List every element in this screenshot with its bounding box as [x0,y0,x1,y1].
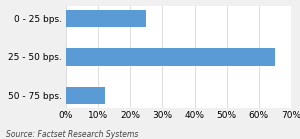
Bar [66,87,105,104]
Bar [66,10,146,27]
Text: Source: Factset Research Systems: Source: Factset Research Systems [6,130,138,139]
Bar [66,48,275,66]
